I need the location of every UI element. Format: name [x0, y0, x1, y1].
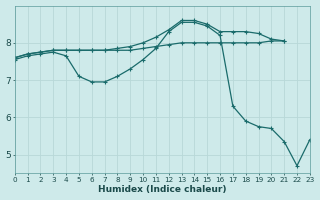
X-axis label: Humidex (Indice chaleur): Humidex (Indice chaleur): [98, 185, 227, 194]
